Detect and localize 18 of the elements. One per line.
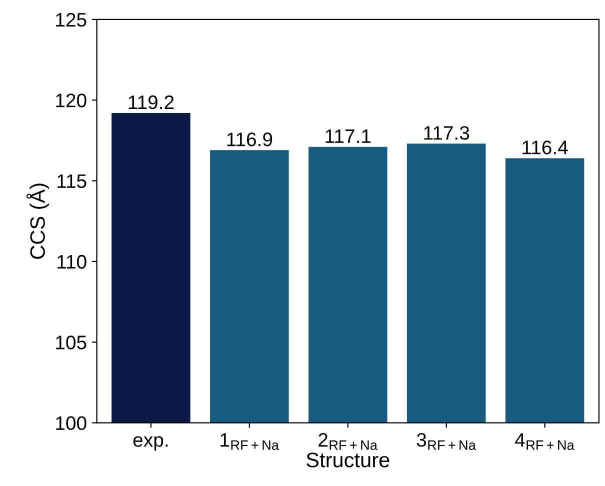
x-tick-label: 4$_{RF+Na}$ bbox=[515, 433, 574, 450]
data-label: 119.2 bbox=[128, 95, 174, 110]
x-tick-label: 1$_{RF+Na}$ bbox=[220, 433, 279, 450]
y-tick-label: 105 bbox=[56, 336, 86, 350]
y-tick-label: 100 bbox=[56, 416, 86, 430]
y-axis-title: CCS (Å) bbox=[26, 184, 50, 259]
y-tick-label: 125 bbox=[56, 12, 86, 27]
data-label: 117.3 bbox=[424, 126, 470, 140]
y-tick-label: 110 bbox=[58, 254, 86, 269]
x-tick-label: exp. bbox=[133, 436, 168, 451]
data-label: 117.1 bbox=[326, 129, 371, 143]
x-axis-title: Structure bbox=[306, 452, 390, 468]
data-label: 116.4 bbox=[522, 140, 568, 154]
y-tick-label: 115 bbox=[58, 174, 86, 188]
x-tick-label: 2$_{RF+Na}$ bbox=[318, 433, 378, 450]
data-label: 116.9 bbox=[227, 132, 272, 146]
y-tick-label: 120 bbox=[56, 94, 86, 108]
x-tick-label: 3$_{RF+Na}$ bbox=[416, 433, 476, 450]
